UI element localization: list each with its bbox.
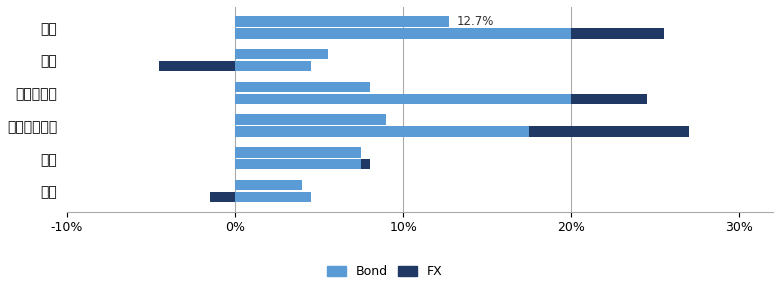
Text: 12.7%: 12.7% [457, 15, 495, 28]
Bar [235, 61, 310, 71]
Bar [530, 126, 689, 137]
Bar [235, 159, 361, 169]
Bar [235, 28, 571, 38]
Bar [361, 159, 370, 169]
Bar [235, 82, 370, 92]
Bar [159, 61, 235, 71]
Bar [235, 180, 303, 190]
Bar [235, 94, 571, 104]
Bar [235, 192, 310, 202]
Bar [210, 192, 235, 202]
Legend: Bond, FX: Bond, FX [322, 260, 448, 283]
Bar [235, 49, 328, 59]
Bar [571, 94, 647, 104]
Bar [571, 28, 664, 38]
Bar [235, 126, 530, 137]
Bar [235, 147, 361, 158]
Bar [235, 16, 448, 27]
Bar [235, 115, 386, 125]
